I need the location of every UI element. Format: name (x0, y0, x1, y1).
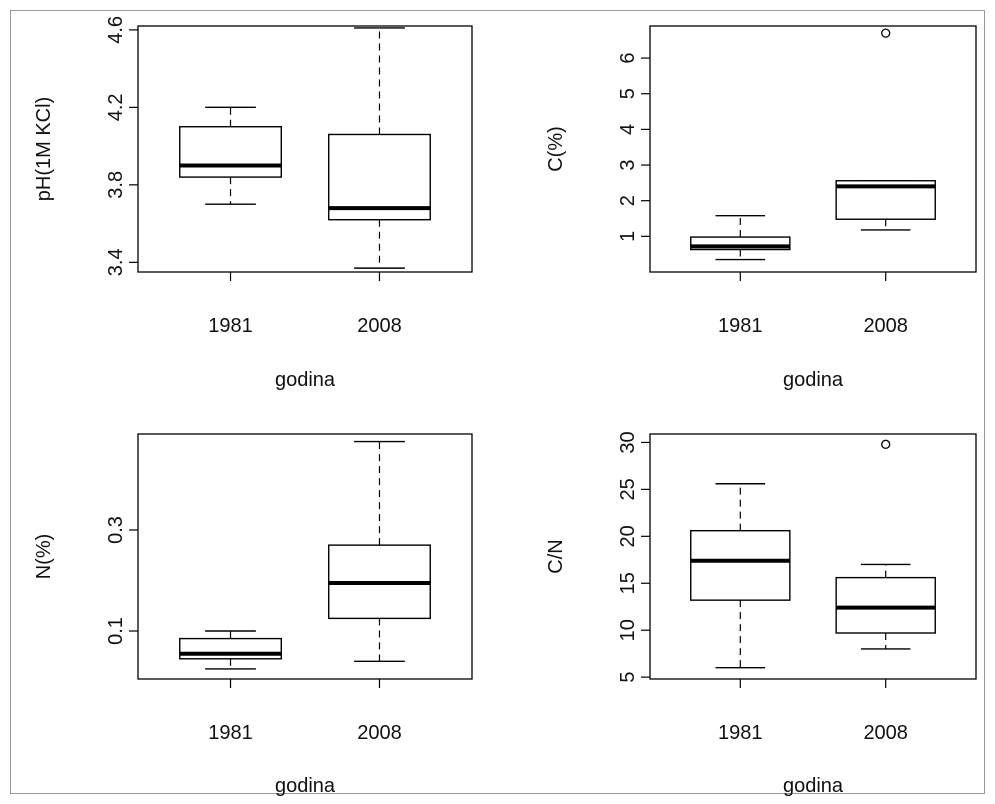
y-tick-label: 5 (617, 672, 639, 683)
iqr-box (690, 529, 791, 601)
outlier-point (881, 439, 891, 449)
box-2008 (835, 28, 936, 231)
box-1981 (690, 483, 791, 669)
y-tick-label: 0.1 (105, 617, 127, 645)
box-1981 (179, 630, 282, 670)
box-2008 (328, 440, 431, 663)
plot-frame (137, 433, 473, 680)
y-tick-label: 0.3 (105, 516, 127, 544)
y-tick-label: 10 (617, 619, 639, 641)
y-tick-label: 25 (617, 478, 639, 500)
iqr-box (835, 576, 936, 634)
box-1981 (690, 214, 791, 261)
y-axis-title: C(%) (545, 126, 567, 172)
x-axis-title: godina (783, 775, 844, 797)
x-tick-label: 2008 (357, 722, 402, 744)
plot-frame (649, 433, 977, 680)
box-2008 (835, 439, 936, 650)
box-2008 (328, 27, 431, 269)
x-axis-title: godina (275, 369, 336, 391)
y-tick-label: 2 (617, 195, 639, 206)
outlier-point (881, 28, 891, 38)
plot-frame (649, 25, 977, 273)
box-1981 (179, 106, 282, 205)
y-axis-title: N(%) (33, 534, 55, 580)
y-axis-title: pH(1M KCl) (33, 97, 55, 201)
iqr-box (179, 637, 282, 660)
x-tick-label: 1981 (208, 722, 253, 744)
figure-border (10, 10, 985, 794)
x-axis-title: godina (783, 369, 844, 391)
y-tick-label: 3 (617, 159, 639, 170)
iqr-box (179, 126, 282, 178)
x-tick-label: 2008 (863, 315, 908, 337)
x-tick-label: 1981 (718, 315, 763, 337)
panel-1: 3.4 3.8 4.2 4.6 pH(1M KCl) 1981 2008 godina (33, 16, 473, 391)
y-tick-label: 6 (617, 53, 639, 64)
y-tick-label: 4.2 (105, 93, 127, 121)
y-tick-label: 15 (617, 572, 639, 594)
y-tick-label: 3.8 (105, 171, 127, 199)
y-tick-label: 5 (617, 88, 639, 99)
y-tick-label: 4.6 (105, 16, 127, 44)
x-tick-label: 1981 (718, 722, 763, 744)
panel-2: 1 2 3 4 5 6 C(%) 1981 2008 godina (545, 25, 977, 391)
x-axis-title: godina (275, 775, 336, 797)
y-tick-label: 1 (617, 231, 639, 242)
x-tick-label: 2008 (357, 315, 402, 337)
panel-3: 0.1 0.3 N(%) 1981 2008 godina (33, 433, 473, 797)
y-tick-label: 4 (617, 124, 639, 135)
iqr-box (328, 133, 431, 221)
y-tick-label: 20 (617, 525, 639, 547)
y-axis-title: C/N (545, 539, 567, 573)
panel-4: 5 10 15 20 25 30 C/N 1981 2008 godina (545, 431, 977, 797)
plot-frame (137, 25, 473, 273)
y-tick-label: 3.4 (105, 248, 127, 276)
x-tick-label: 1981 (208, 315, 253, 337)
y-tick-label: 30 (617, 431, 639, 453)
x-tick-label: 2008 (863, 722, 908, 744)
